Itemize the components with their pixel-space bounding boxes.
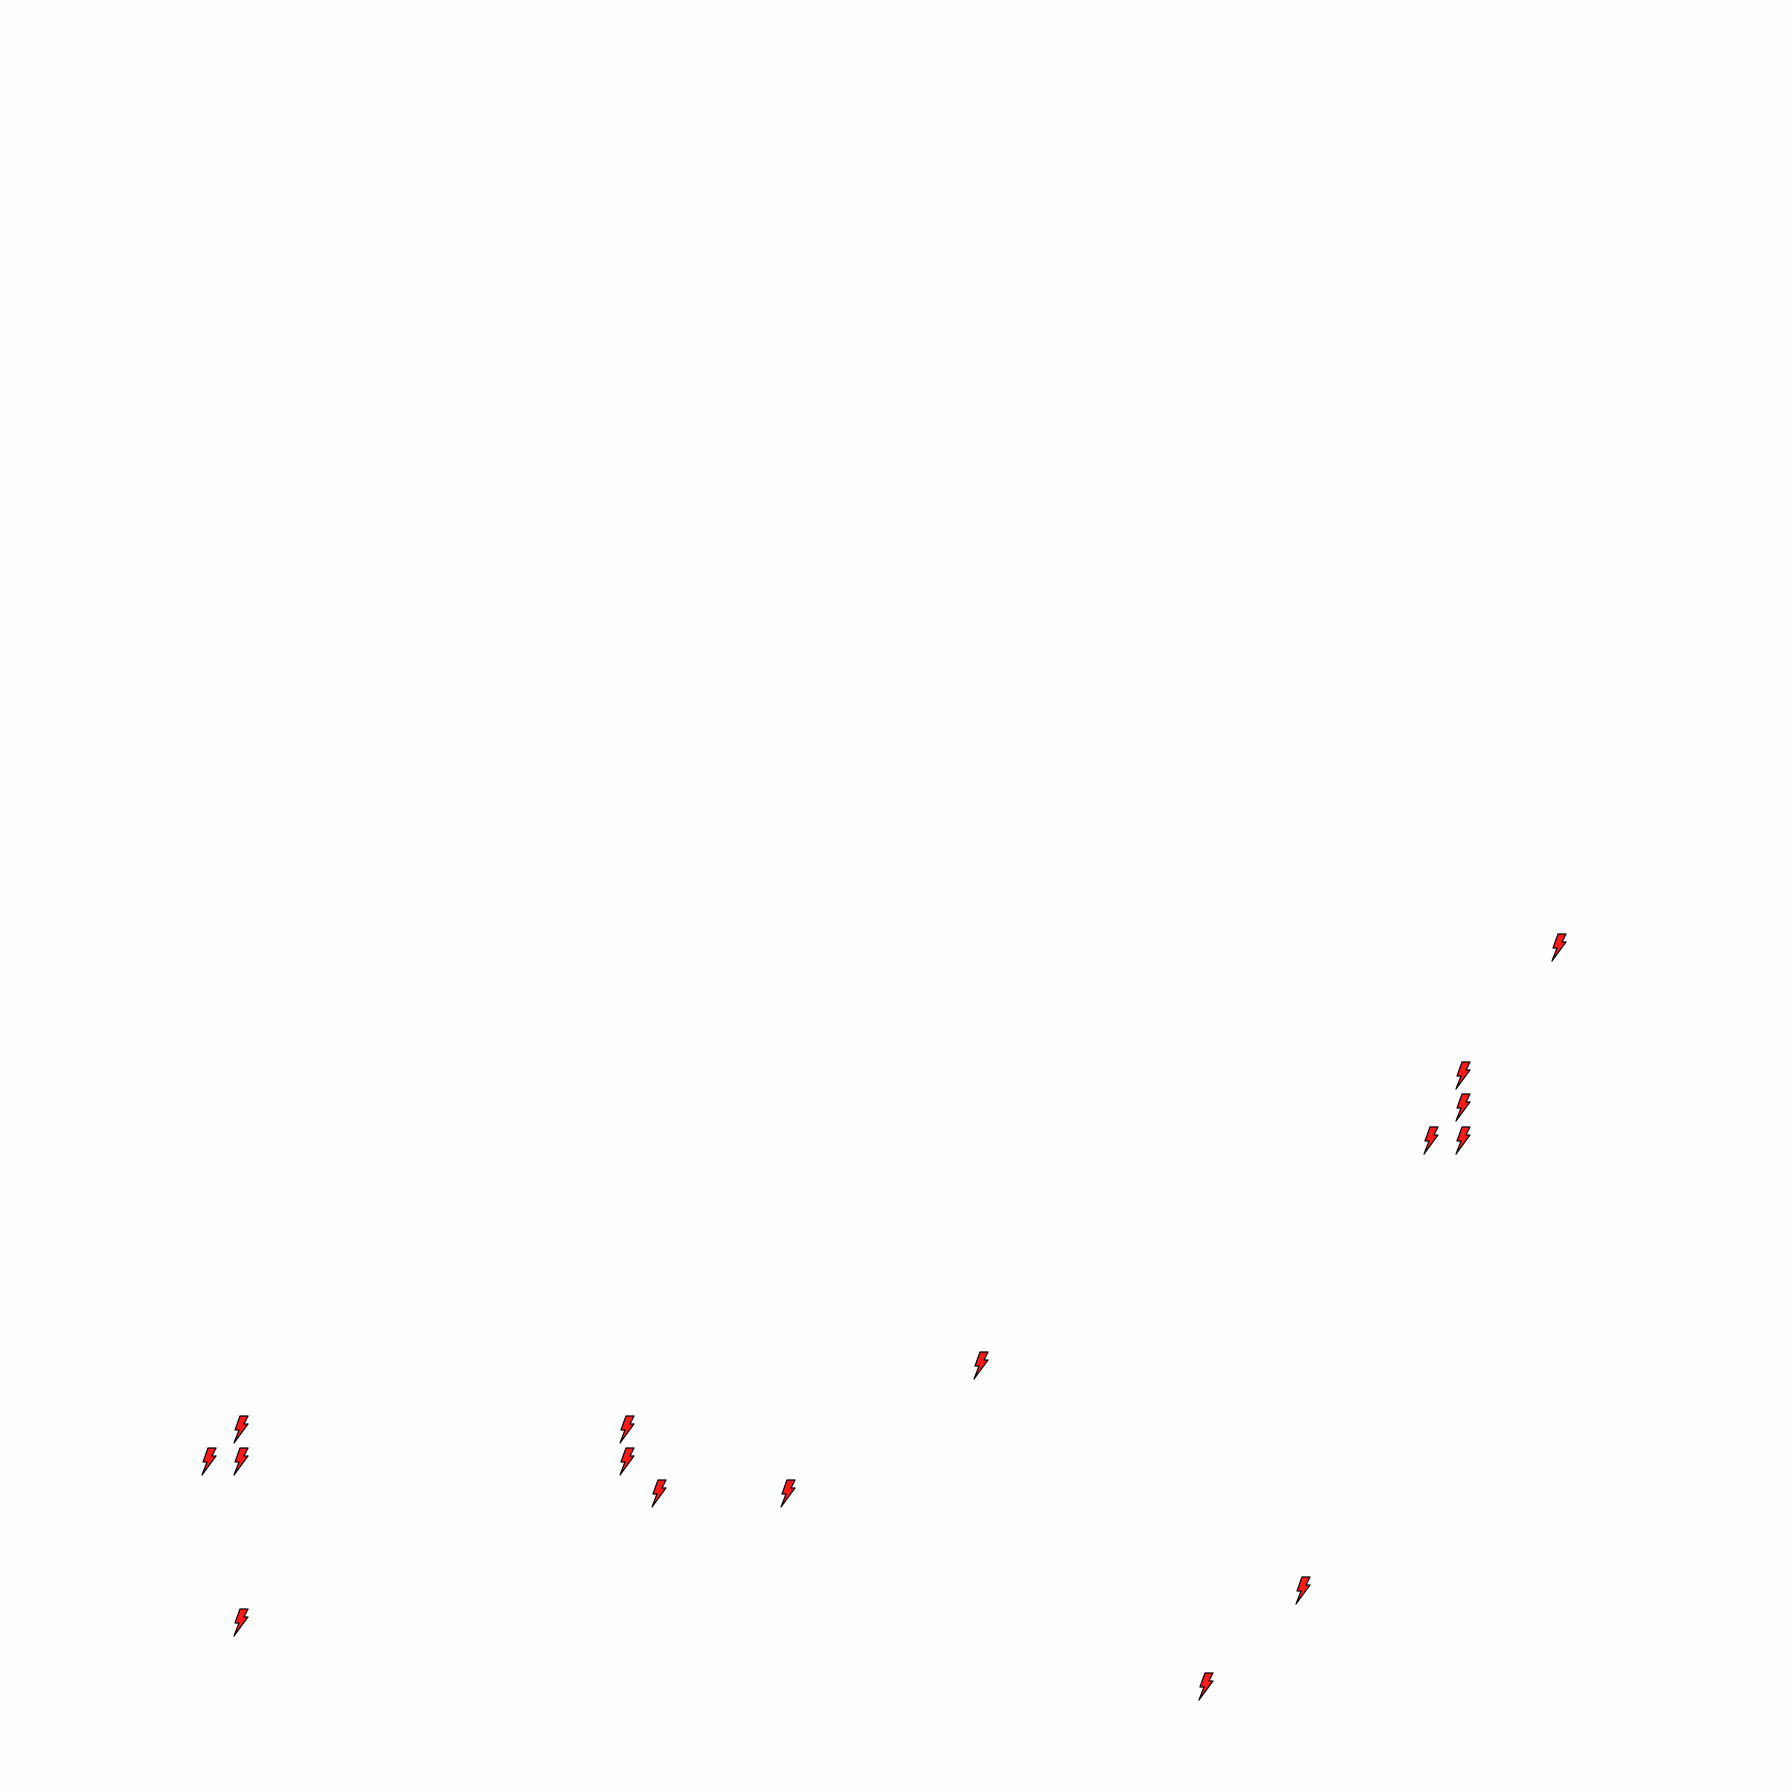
- lightning-marker[interactable]: [617, 1415, 637, 1445]
- lightning-marker[interactable]: [617, 1447, 637, 1477]
- lightning-bolt-icon: [973, 1351, 989, 1380]
- lightning-marker[interactable]: [199, 1447, 219, 1477]
- lightning-marker[interactable]: [1196, 1672, 1216, 1702]
- lightning-bolt-icon: [1455, 1093, 1471, 1122]
- lightning-marker[interactable]: [1453, 1061, 1473, 1091]
- lightning-marker[interactable]: [649, 1479, 669, 1509]
- lightning-marker[interactable]: [1453, 1093, 1473, 1123]
- lightning-marker[interactable]: [1453, 1126, 1473, 1156]
- lightning-bolt-icon: [233, 1415, 249, 1444]
- lightning-bolt-icon: [619, 1447, 635, 1476]
- lightning-marker[interactable]: [1293, 1576, 1313, 1606]
- lightning-marker[interactable]: [231, 1415, 251, 1445]
- lightning-marker[interactable]: [971, 1351, 991, 1381]
- lightning-bolt-icon: [1198, 1672, 1214, 1701]
- lightning-bolt-icon: [1423, 1126, 1439, 1155]
- lightning-bolt-icon: [780, 1479, 796, 1508]
- lightning-bolt-icon: [619, 1415, 635, 1444]
- lightning-marker[interactable]: [231, 1608, 251, 1638]
- lightning-bolt-icon: [1295, 1576, 1311, 1605]
- lightning-bolt-icon: [233, 1608, 249, 1637]
- lightning-bolt-icon: [651, 1479, 667, 1508]
- lightning-bolt-icon: [1551, 933, 1567, 962]
- lightning-marker[interactable]: [1421, 1126, 1441, 1156]
- lightning-bolt-icon: [1455, 1061, 1471, 1090]
- lightning-marker[interactable]: [1549, 933, 1569, 963]
- lightning-bolt-icon: [233, 1447, 249, 1476]
- lightning-marker[interactable]: [778, 1479, 798, 1509]
- lightning-bolt-icon: [201, 1447, 217, 1476]
- lightning-marker[interactable]: [231, 1447, 251, 1477]
- lightning-bolt-icon: [1455, 1126, 1471, 1155]
